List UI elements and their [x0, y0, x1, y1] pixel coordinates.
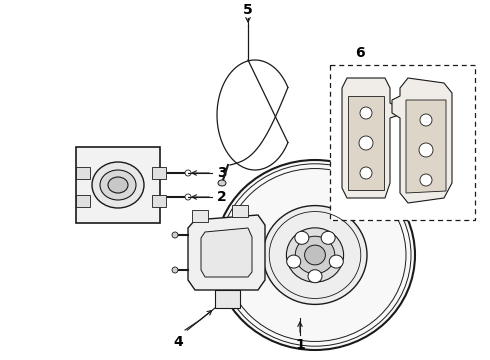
Bar [152, 167, 166, 179]
Polygon shape [342, 78, 396, 198]
Bar [215, 290, 240, 308]
Bar [330, 65, 475, 220]
Circle shape [185, 194, 191, 200]
Polygon shape [348, 96, 384, 190]
Circle shape [360, 107, 372, 119]
Text: 6: 6 [355, 46, 365, 60]
Ellipse shape [286, 228, 343, 282]
Ellipse shape [100, 170, 136, 200]
Circle shape [172, 267, 178, 273]
Circle shape [360, 167, 372, 179]
Polygon shape [392, 78, 452, 203]
Ellipse shape [263, 206, 367, 305]
Bar [76, 147, 160, 223]
Ellipse shape [218, 180, 226, 186]
Ellipse shape [287, 255, 301, 268]
Ellipse shape [92, 162, 144, 208]
Circle shape [420, 174, 432, 186]
Text: 1: 1 [295, 338, 305, 352]
Polygon shape [406, 100, 446, 193]
Bar [192, 210, 208, 222]
Ellipse shape [305, 245, 325, 265]
Bar [76, 167, 90, 179]
Polygon shape [188, 215, 265, 290]
Circle shape [185, 170, 191, 176]
Bar [76, 195, 90, 207]
Circle shape [420, 114, 432, 126]
Ellipse shape [321, 231, 335, 244]
Ellipse shape [308, 270, 322, 283]
Ellipse shape [329, 255, 343, 268]
Polygon shape [201, 228, 252, 277]
Ellipse shape [295, 231, 309, 244]
Ellipse shape [108, 177, 128, 193]
Ellipse shape [295, 236, 335, 274]
Bar [152, 195, 166, 207]
Text: 3: 3 [217, 166, 227, 180]
Circle shape [419, 143, 433, 157]
Text: 2: 2 [217, 190, 227, 204]
Bar [232, 205, 248, 217]
Text: 5: 5 [243, 3, 253, 17]
Circle shape [172, 232, 178, 238]
Ellipse shape [215, 160, 415, 350]
Circle shape [359, 136, 373, 150]
Text: 4: 4 [173, 335, 183, 349]
